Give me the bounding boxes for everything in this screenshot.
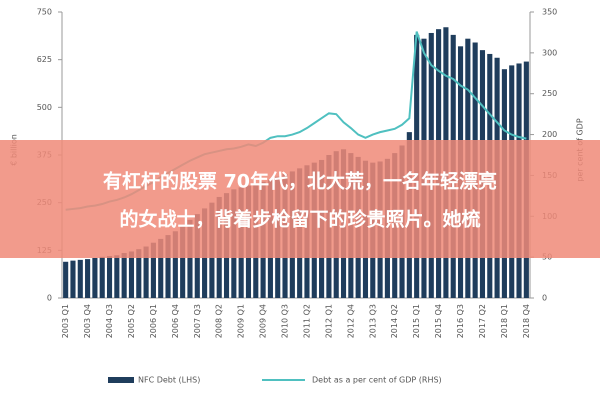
legend-label: NFC Debt (LHS) xyxy=(138,376,200,385)
bar xyxy=(136,249,142,298)
bar xyxy=(187,219,193,298)
x-tick-label: 2011 Q2 xyxy=(302,304,311,338)
y2-tick-label: 250 xyxy=(542,89,557,98)
banner-text: 有杠杆的股票 70年代，北大荒，一名年轻漂亮 xyxy=(103,170,497,193)
y2-tick-label: 350 xyxy=(542,8,557,17)
x-tick-label: 2009 Q4 xyxy=(259,304,268,338)
x-tick-label: 2004 Q3 xyxy=(105,304,114,338)
x-tick-label: 2012 Q4 xyxy=(346,304,355,338)
bar xyxy=(121,253,127,298)
x-tick-label: 2013 Q3 xyxy=(368,304,377,338)
bar xyxy=(158,238,164,298)
x-tick-label: 2009 Q1 xyxy=(237,304,246,338)
y2-tick-label: 200 xyxy=(542,130,557,139)
x-tick-label: 2007 Q3 xyxy=(193,304,202,338)
bar xyxy=(165,235,171,298)
bar xyxy=(99,256,105,298)
x-tick-label: 2003 Q4 xyxy=(83,304,92,338)
bar xyxy=(180,225,186,298)
x-tick-label: 2018 Q4 xyxy=(522,304,531,338)
bar xyxy=(106,256,113,298)
y-tick-label: 500 xyxy=(37,103,52,112)
x-tick-label: 2014 Q2 xyxy=(390,304,399,338)
legend-label: Debt as a per cent of GDP (RHS) xyxy=(312,376,442,385)
bar xyxy=(143,246,149,298)
x-tick-label: 2005 Q2 xyxy=(127,304,136,338)
x-tick-label: 2017 Q2 xyxy=(478,304,487,338)
y-tick-label: 750 xyxy=(37,8,52,17)
x-tick-label: 2015 Q1 xyxy=(412,304,421,338)
bar xyxy=(172,231,178,298)
bar xyxy=(70,260,76,298)
bar xyxy=(77,259,83,298)
bar xyxy=(150,242,156,298)
bar xyxy=(63,261,69,298)
banner-bg xyxy=(0,140,600,258)
bar xyxy=(114,255,120,298)
x-tick-label: 2018 Q1 xyxy=(500,304,509,338)
bar xyxy=(85,259,91,298)
x-tick-label: 2008 Q2 xyxy=(215,304,224,338)
legend-swatch xyxy=(108,377,134,383)
x-tick-label: 2006 Q4 xyxy=(171,304,180,338)
x-tick-label: 2012 Q1 xyxy=(324,304,333,338)
banner: 有杠杆的股票 70年代，北大荒，一名年轻漂亮 的女战士，背着步枪留下的珍贵照片。… xyxy=(0,140,600,258)
y2-tick-label: 0 xyxy=(542,294,547,303)
banner-text: 的女战士，背着步枪留下的珍贵照片。她梳 xyxy=(119,208,480,231)
x-tick-label: 2010 Q3 xyxy=(281,304,290,338)
x-tick-label: 2016 Q3 xyxy=(456,304,465,338)
x-tick-label: 2003 Q1 xyxy=(61,304,70,338)
x-tick-label: 2006 Q1 xyxy=(149,304,158,338)
bar xyxy=(92,257,98,298)
y-tick-label: 0 xyxy=(47,294,52,303)
y-tick-label: 625 xyxy=(37,55,52,64)
x-tick-label: 2015 Q4 xyxy=(434,304,443,338)
bar xyxy=(128,251,135,298)
y2-tick-label: 300 xyxy=(542,48,557,57)
